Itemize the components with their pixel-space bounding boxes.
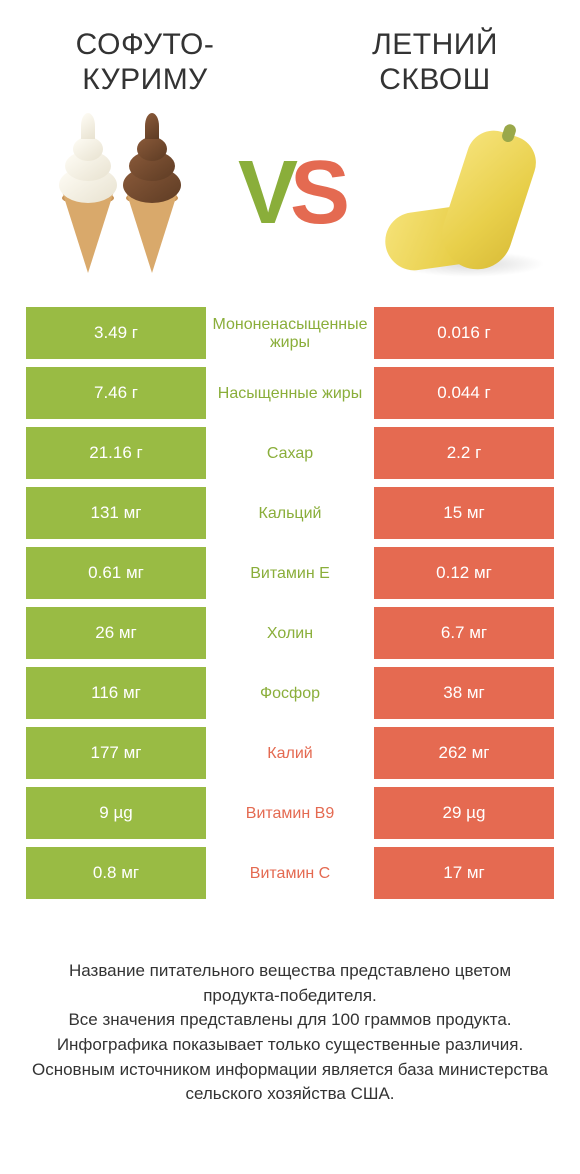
left-value: 131 мг — [26, 487, 206, 541]
footer-line: Основным источником информации является … — [30, 1058, 550, 1107]
nutrient-label: Витамин C — [206, 847, 374, 901]
table-row: 177 мгКалий262 мг — [26, 727, 554, 781]
nutrient-label: Кальций — [206, 487, 374, 541]
table-row: 3.49 гМононенасыщенные жиры0.016 г — [26, 307, 554, 361]
left-value: 116 мг — [26, 667, 206, 721]
images-row: VS — [0, 107, 580, 307]
table-row: 26 мгХолин6.7 мг — [26, 607, 554, 661]
right-image — [370, 113, 550, 283]
right-value: 38 мг — [374, 667, 554, 721]
footer-notes: Название питательного вещества представл… — [0, 907, 580, 1107]
right-value: 0.016 г — [374, 307, 554, 361]
left-image — [30, 113, 210, 283]
nutrient-label: Сахар — [206, 427, 374, 481]
nutrient-label: Фосфор — [206, 667, 374, 721]
nutrient-label: Холин — [206, 607, 374, 661]
left-value: 3.49 г — [26, 307, 206, 361]
footer-line: Все значения представлены для 100 граммо… — [30, 1008, 550, 1033]
nutrient-label: Мононенасыщенные жиры — [206, 307, 374, 361]
titles-row: СОФУТО-КУРИМУ ЛЕТНИЙ СКВОШ — [0, 0, 580, 107]
vs-label: VS — [238, 148, 342, 248]
right-value: 6.7 мг — [374, 607, 554, 661]
left-value: 26 мг — [26, 607, 206, 661]
nutrient-label: Витамин B9 — [206, 787, 374, 841]
left-value: 9 µg — [26, 787, 206, 841]
table-row: 0.8 мгВитамин C17 мг — [26, 847, 554, 901]
vs-s: S — [290, 148, 342, 238]
footer-line: Название питательного вещества представл… — [30, 959, 550, 1008]
vs-v: V — [238, 148, 290, 238]
right-value: 262 мг — [374, 727, 554, 781]
left-title: СОФУТО-КУРИМУ — [30, 28, 260, 97]
table-row: 7.46 гНасыщенные жиры0.044 г — [26, 367, 554, 421]
left-value: 21.16 г — [26, 427, 206, 481]
table-row: 116 мгФосфор38 мг — [26, 667, 554, 721]
nutrient-label: Калий — [206, 727, 374, 781]
right-value: 2.2 г — [374, 427, 554, 481]
icecream-icon — [45, 113, 195, 283]
right-value: 15 мг — [374, 487, 554, 541]
left-value: 0.8 мг — [26, 847, 206, 901]
left-value: 177 мг — [26, 727, 206, 781]
squash-icon — [375, 123, 545, 283]
right-value: 0.044 г — [374, 367, 554, 421]
nutrient-label: Витамин E — [206, 547, 374, 601]
left-value: 7.46 г — [26, 367, 206, 421]
nutrient-label: Насыщенные жиры — [206, 367, 374, 421]
footer-line: Инфографика показывает только существенн… — [30, 1033, 550, 1058]
right-title: ЛЕТНИЙ СКВОШ — [320, 28, 550, 97]
right-value: 29 µg — [374, 787, 554, 841]
left-value: 0.61 мг — [26, 547, 206, 601]
right-value: 0.12 мг — [374, 547, 554, 601]
table-row: 21.16 гСахар2.2 г — [26, 427, 554, 481]
comparison-table: 3.49 гМононенасыщенные жиры0.016 г 7.46 г… — [0, 307, 580, 901]
infographic: СОФУТО-КУРИМУ ЛЕТНИЙ СКВОШ VS — [0, 0, 580, 1107]
table-row: 9 µgВитамин B929 µg — [26, 787, 554, 841]
table-row: 131 мгКальций15 мг — [26, 487, 554, 541]
table-row: 0.61 мгВитамин E0.12 мг — [26, 547, 554, 601]
right-value: 17 мг — [374, 847, 554, 901]
